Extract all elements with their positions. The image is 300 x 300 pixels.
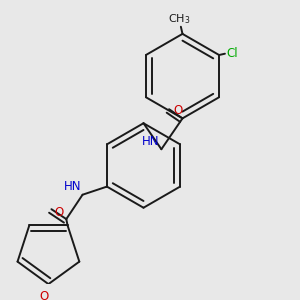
- Text: CH$_3$: CH$_3$: [168, 12, 190, 26]
- Text: O: O: [39, 290, 48, 300]
- Text: O: O: [173, 104, 183, 117]
- Text: HN: HN: [63, 180, 81, 193]
- Text: Cl: Cl: [226, 47, 238, 60]
- Text: O: O: [55, 206, 64, 219]
- Text: HN: HN: [142, 135, 160, 148]
